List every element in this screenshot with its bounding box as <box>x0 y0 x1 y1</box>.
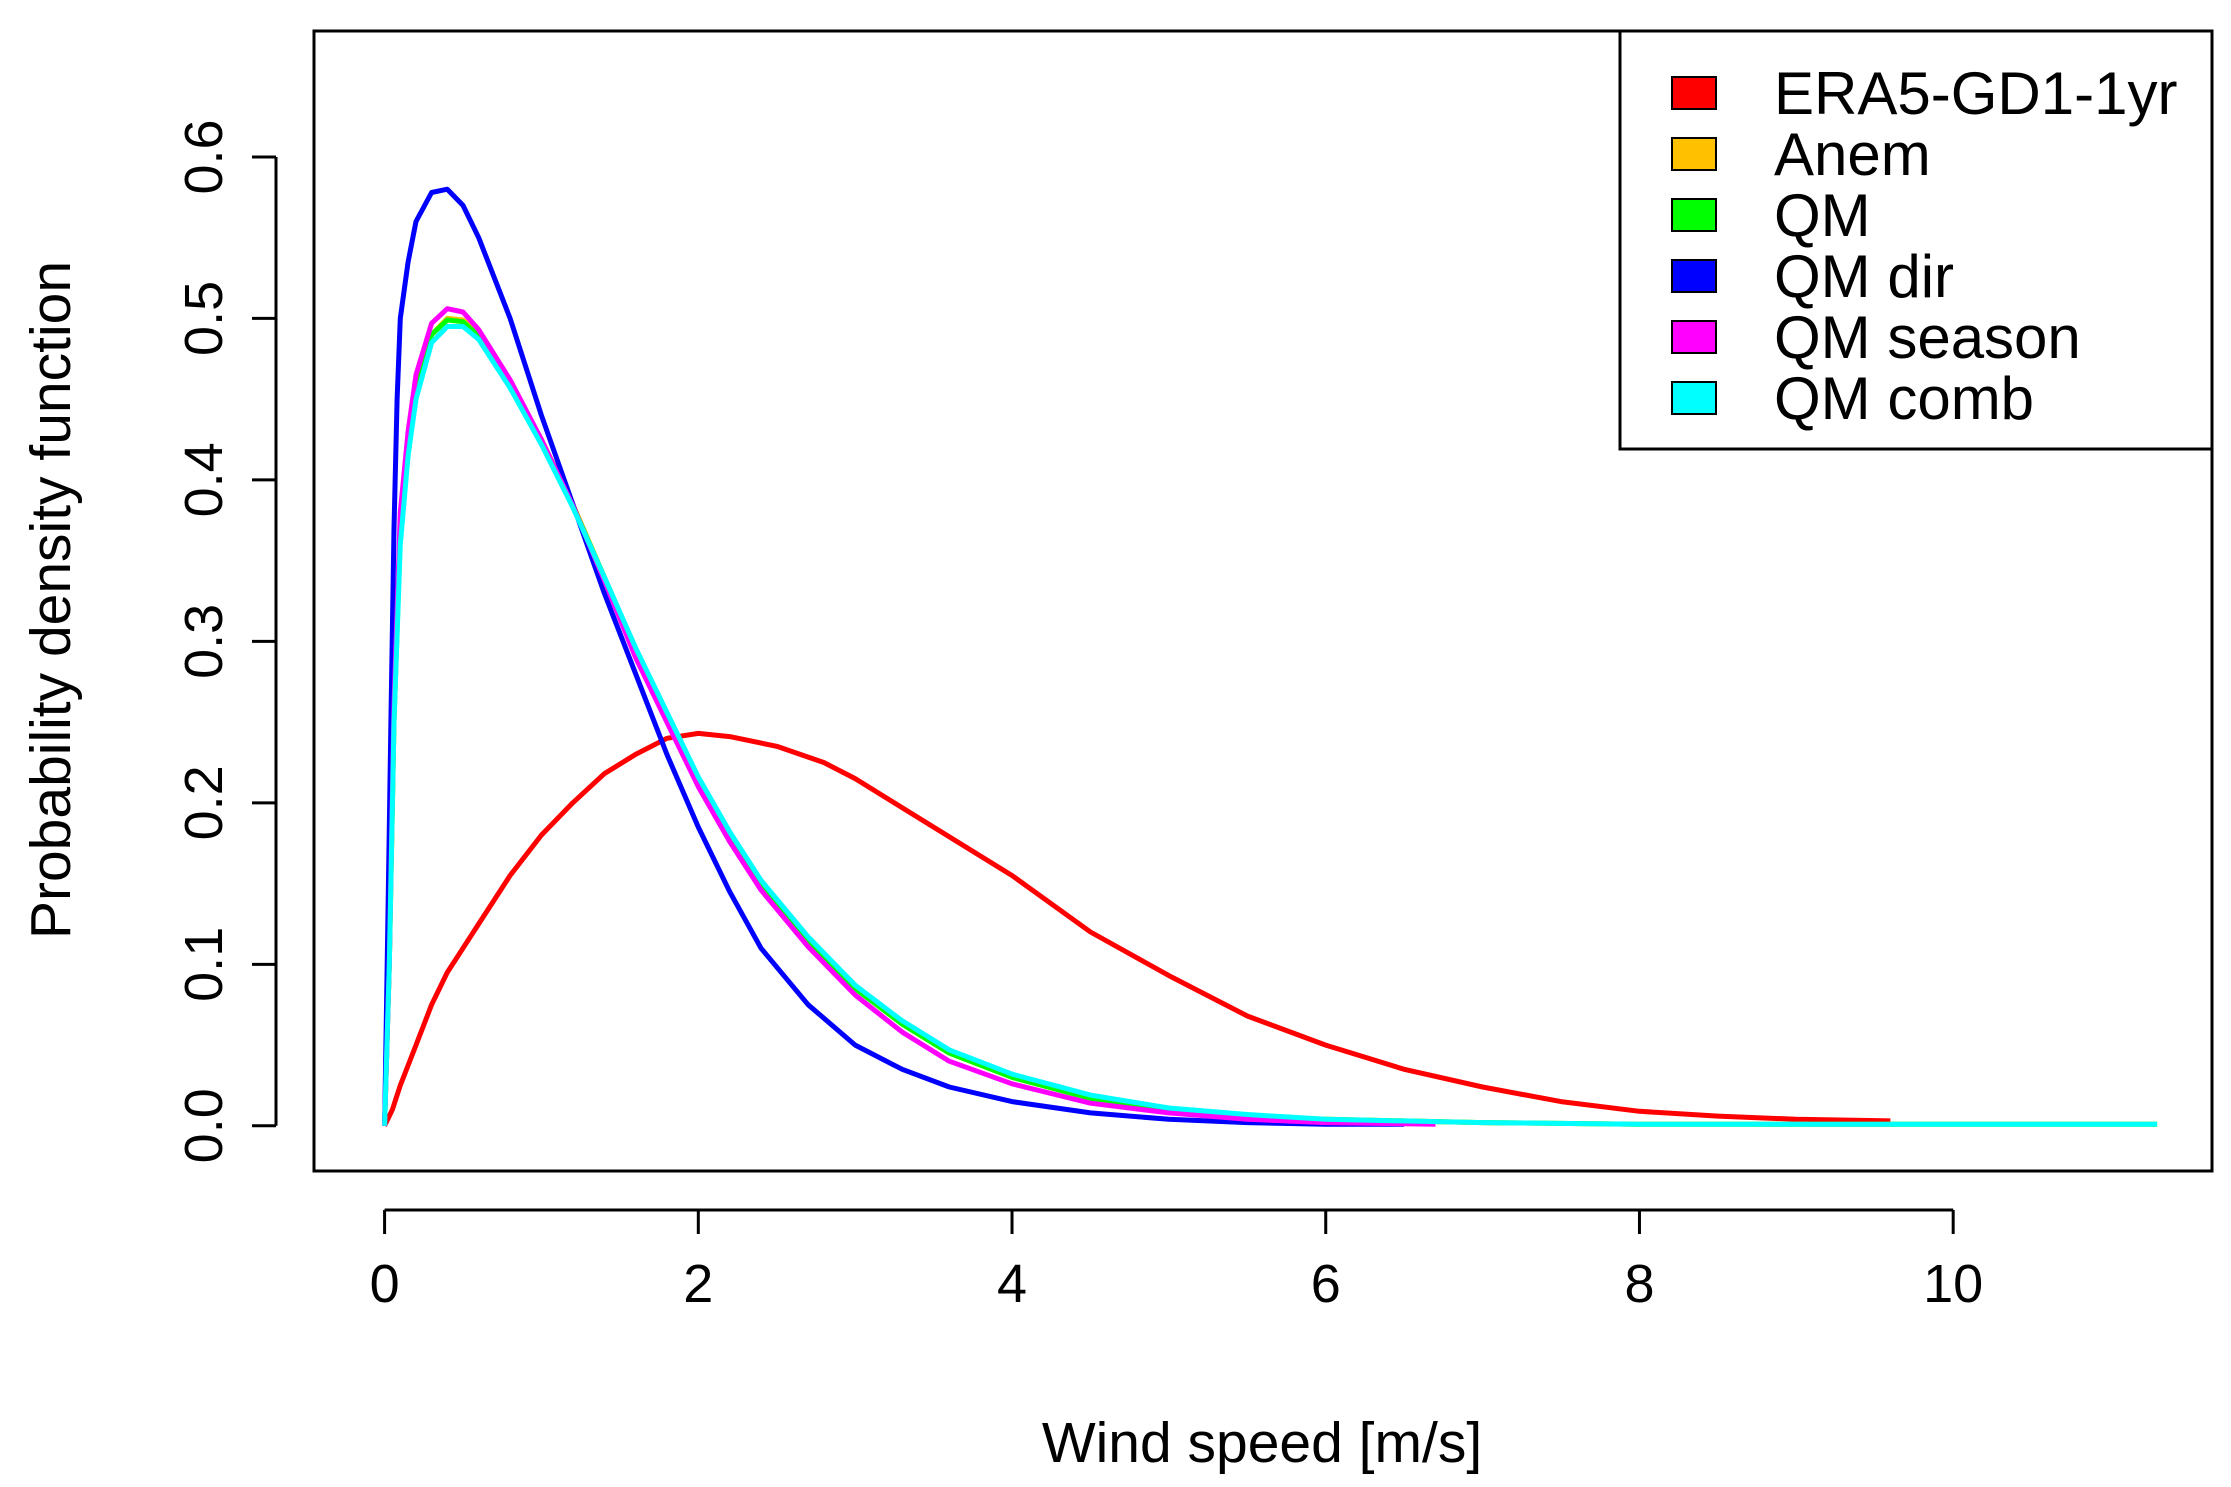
x-tick-label: 10 <box>1923 1254 1983 1314</box>
x-tick-label: 6 <box>1311 1254 1341 1314</box>
x-axis: 0 2 4 6 8 10 <box>370 1208 1983 1314</box>
y-tick-label: 0.5 <box>174 281 234 356</box>
y-tick-label: 0.6 <box>174 119 234 194</box>
legend-label: QM season <box>1774 304 2081 371</box>
x-tick-label: 8 <box>1624 1254 1654 1314</box>
plot-frame <box>312 29 2214 1173</box>
legend-label: QM dir <box>1774 243 1954 310</box>
x-tick-label: 4 <box>997 1254 1027 1314</box>
legend-swatch <box>1671 259 1717 293</box>
series-line-qm-comb <box>382 324 2158 1127</box>
legend-swatch <box>1671 137 1717 171</box>
legend-swatch <box>1671 76 1717 110</box>
legend-swatch <box>1671 320 1717 354</box>
series-line-era5-gd1-1yr <box>382 730 1891 1127</box>
legend-swatch <box>1671 198 1717 232</box>
x-axis-title: Wind speed [m/s] <box>1042 1411 1482 1475</box>
y-axis: 0.0 0.1 0.2 0.3 0.4 0.5 0.6 <box>174 119 278 1163</box>
legend-swatch <box>1671 381 1717 415</box>
legend-label: ERA5-GD1-1yr <box>1774 60 2177 127</box>
series-line-qm-dir <box>382 186 1405 1127</box>
y-axis-title: Probability density function <box>19 261 83 939</box>
y-tick-label: 0.4 <box>174 442 234 517</box>
y-tick-label: 0.0 <box>174 1088 234 1163</box>
y-tick-label: 0.3 <box>174 604 234 679</box>
x-tick-label: 2 <box>683 1254 713 1314</box>
legend-label: Anem <box>1774 121 1931 188</box>
legend-box <box>1618 29 2214 451</box>
legend-label: QM <box>1774 182 1871 249</box>
legend-label: QM comb <box>1774 365 2034 432</box>
y-tick-label: 0.1 <box>174 927 234 1002</box>
y-tick-label: 0.2 <box>174 765 234 840</box>
x-tick-label: 0 <box>370 1254 400 1314</box>
series-line-qm-season <box>382 306 1436 1127</box>
series-layer <box>382 186 2158 1127</box>
